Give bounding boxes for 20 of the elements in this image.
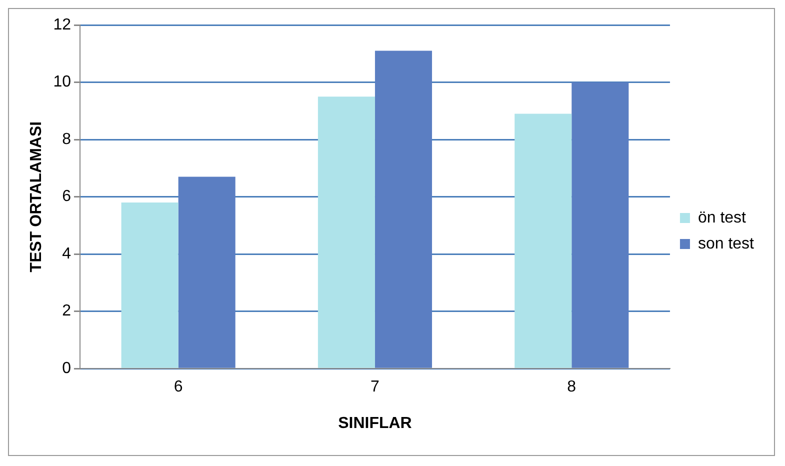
x-tick-label: 6 [174,378,183,396]
y-axis-title: TEST ORTALAMASI [28,121,46,272]
legend-label: ön test [698,209,747,226]
y-tick-label: 12 [53,16,72,34]
bar [374,50,432,368]
bar [514,114,572,368]
bar [572,82,629,368]
bar [318,96,375,368]
x-tick-label: 8 [567,378,576,396]
legend-label: son test [698,235,755,252]
y-tick-label: 10 [53,74,72,91]
y-tick-label: 8 [62,130,72,148]
y-tick-label: 0 [62,360,72,378]
bar [121,202,178,368]
y-tick-label: 4 [62,245,72,262]
x-axis-title: SINIFLAR [338,414,412,432]
bar [178,176,236,368]
y-tick-label: 6 [62,188,72,206]
y-tick-label: 2 [62,302,72,320]
x-tick-label: 7 [370,378,380,396]
